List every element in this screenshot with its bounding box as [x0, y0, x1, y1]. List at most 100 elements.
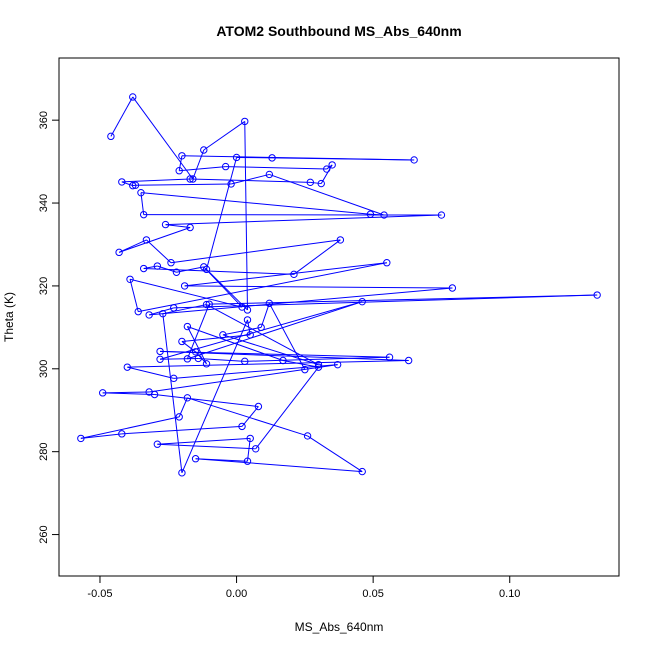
series-segment	[178, 155, 183, 171]
series-segment	[255, 366, 319, 450]
series-segment	[140, 192, 371, 215]
series-segment	[157, 443, 256, 450]
data-point	[448, 284, 457, 292]
data-point	[183, 394, 192, 402]
series-segment	[160, 357, 199, 360]
data-point	[219, 331, 227, 339]
data-point	[170, 374, 178, 383]
y-axis: 260 280 300 320 340 360	[38, 111, 60, 544]
data-point	[161, 220, 170, 229]
series-segment	[293, 239, 341, 275]
data-point	[178, 152, 186, 160]
series-segment	[222, 334, 319, 366]
series-segment	[121, 181, 133, 187]
series-segment	[195, 458, 248, 462]
data-point	[383, 259, 391, 267]
series-segment	[269, 173, 385, 216]
series-segment	[203, 266, 243, 308]
x-tick-label: 0.10	[499, 588, 520, 600]
data-point	[593, 291, 601, 299]
data-point	[129, 93, 137, 101]
x-tick-label: 0.00	[226, 588, 247, 600]
series-segment	[181, 155, 415, 161]
series-segment	[102, 392, 155, 395]
data-point	[186, 175, 194, 183]
series-segment	[244, 356, 390, 362]
series-segment	[206, 157, 238, 270]
data-point	[202, 360, 211, 368]
data-point	[129, 181, 137, 190]
series-segment	[198, 357, 245, 362]
data-point	[178, 337, 186, 346]
x-tick-label: -0.05	[87, 588, 112, 600]
series-segment	[246, 438, 251, 462]
series-segment	[282, 360, 319, 368]
data-point	[314, 360, 323, 369]
data-point	[385, 353, 394, 361]
data-point	[221, 162, 230, 171]
data-point	[159, 309, 167, 318]
data-point	[115, 248, 123, 257]
data-point	[175, 167, 183, 175]
data-point	[243, 457, 252, 465]
series-segment	[165, 224, 191, 228]
series-segment	[132, 96, 194, 180]
data-point	[205, 300, 213, 308]
data-point	[137, 188, 145, 197]
series-segment	[230, 173, 270, 185]
data-point	[251, 445, 260, 453]
data-point	[328, 161, 336, 169]
series-segment	[121, 425, 243, 435]
data-point	[241, 357, 249, 366]
data-point	[178, 469, 186, 477]
data-point	[380, 211, 388, 219]
series-segment	[186, 303, 210, 360]
data-point	[301, 365, 309, 374]
data-point	[200, 263, 208, 271]
y-tick-label: 260	[38, 525, 50, 543]
data-point	[153, 262, 162, 270]
data-point	[153, 440, 162, 448]
data-point	[336, 236, 345, 244]
series-segment	[143, 265, 158, 270]
data-point	[241, 117, 249, 126]
series-segment	[310, 181, 322, 185]
data-point	[358, 467, 366, 476]
data-point	[232, 153, 241, 162]
data-point	[227, 180, 235, 188]
data-point	[314, 363, 323, 371]
series-segment	[135, 183, 232, 186]
series-segment	[203, 120, 246, 151]
series-segment	[118, 239, 147, 253]
data-point	[145, 311, 153, 319]
data-point	[243, 316, 252, 324]
series-segment	[225, 166, 327, 170]
series-segment	[127, 360, 409, 368]
data-point	[183, 355, 192, 363]
data-point	[265, 299, 274, 308]
series-segment	[222, 326, 262, 336]
y-axis-label: Theta (K)	[2, 292, 16, 342]
series-segment	[149, 287, 453, 316]
data-point	[167, 259, 175, 267]
data-point	[139, 210, 148, 219]
data-point	[156, 355, 164, 363]
data-point	[257, 323, 265, 332]
series-segment	[176, 266, 204, 273]
x-axis-label: MS_Abs_640nm	[295, 620, 384, 634]
series-segment	[146, 239, 172, 264]
data-point	[191, 455, 200, 463]
data-point	[404, 356, 413, 365]
series-segment	[149, 364, 338, 393]
series-segment	[154, 393, 259, 408]
y-tick-label: 280	[38, 443, 50, 461]
data-point	[156, 347, 164, 356]
series-segment	[187, 397, 308, 437]
data-point	[246, 331, 254, 339]
data-series	[77, 93, 601, 477]
series-segment	[110, 96, 134, 137]
series-segment	[162, 304, 207, 315]
data-point	[238, 303, 246, 311]
y-tick-label: 340	[38, 194, 50, 212]
series-segment	[162, 313, 183, 473]
